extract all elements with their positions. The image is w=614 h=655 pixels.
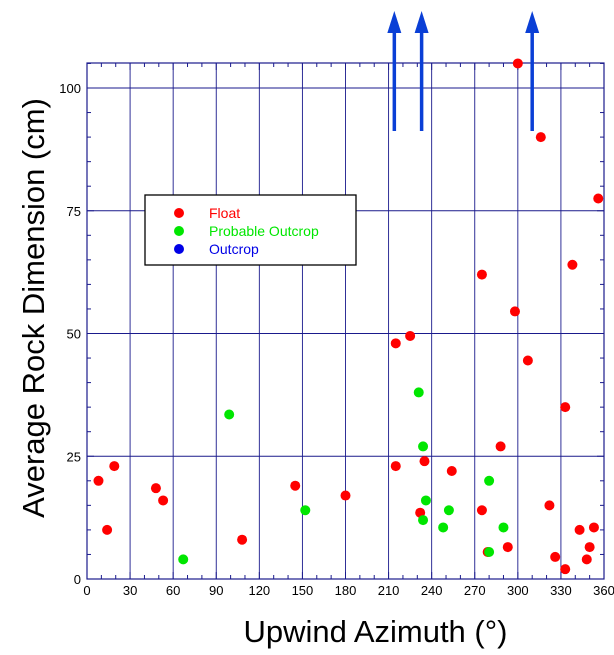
float-point [158,495,169,506]
probable-outcrop-point [438,522,449,533]
float-point [237,534,248,545]
probable-outcrop-point [484,475,495,486]
probable-outcrop-point [178,554,189,565]
x-tick-label: 210 [378,583,400,598]
x-tick-label: 60 [166,583,180,598]
x-tick-label: 300 [507,583,529,598]
x-tick-label: 180 [335,583,357,598]
y-tick-label: 50 [67,327,81,342]
legend-label-float: Float [209,205,240,221]
x-axis-title: Upwind Azimuth (°) [244,614,508,649]
x-tick-label: 0 [83,583,90,598]
float-point [581,554,592,565]
probable-outcrop-point [498,522,509,533]
float-point [567,259,578,270]
float-point [535,132,546,143]
float-point [290,480,301,491]
y-tick-label: 75 [67,204,81,219]
float-point [476,505,487,516]
float-point [550,551,561,562]
probable-outcrop-point [300,505,311,516]
y-tick-label: 100 [59,81,81,96]
offscale-arrow-head [525,11,540,33]
float-point [560,564,571,575]
x-tick-label: 360 [593,583,614,598]
float-point [544,500,555,511]
float-point [584,542,595,553]
probable-outcrop-point [418,441,429,452]
x-tick-label: 30 [123,583,137,598]
probable-outcrop-point [420,495,431,506]
probable-outcrop-point [224,409,235,420]
float-point [495,441,506,452]
offscale-arrow-head [387,11,402,33]
float-point [502,542,513,553]
legend-label-outcrop: Outcrop [209,241,259,257]
float-point [593,193,604,204]
float-point [560,402,571,413]
legend-marker-probable-outcrop [174,226,184,236]
y-tick-label: 25 [67,449,81,464]
probable-outcrop-point [418,515,429,526]
float-point [405,330,416,341]
float-point [150,483,161,494]
legend-marker-float [174,208,184,218]
x-tick-label: 330 [550,583,572,598]
x-tick-label: 90 [209,583,223,598]
probable-outcrop-point [413,387,424,398]
x-tick-label: 120 [248,583,270,598]
probable-outcrop-point [484,546,495,557]
float-point [340,490,351,501]
float-point [476,269,487,280]
x-tick-label: 240 [421,583,443,598]
float-point [512,58,523,69]
offscale-arrow-head [414,11,429,33]
float-point [509,306,520,317]
probable-outcrop-point [443,505,454,516]
y-axis-title: Average Rock Dimension (cm) [16,98,51,518]
float-point [390,338,401,349]
float-point [390,461,401,472]
x-tick-label: 150 [292,583,314,598]
float-point [102,524,113,535]
float-point [109,461,120,472]
x-tick-label: 270 [464,583,486,598]
float-point [588,522,599,533]
float-point [446,465,457,476]
y-tick-label: 0 [74,572,81,587]
legend-label-probable-outcrop: Probable Outcrop [209,223,319,239]
legend-marker-outcrop [174,244,184,254]
float-point [93,475,104,486]
float-point [522,355,533,366]
float-point [419,456,430,467]
float-point [574,524,585,535]
